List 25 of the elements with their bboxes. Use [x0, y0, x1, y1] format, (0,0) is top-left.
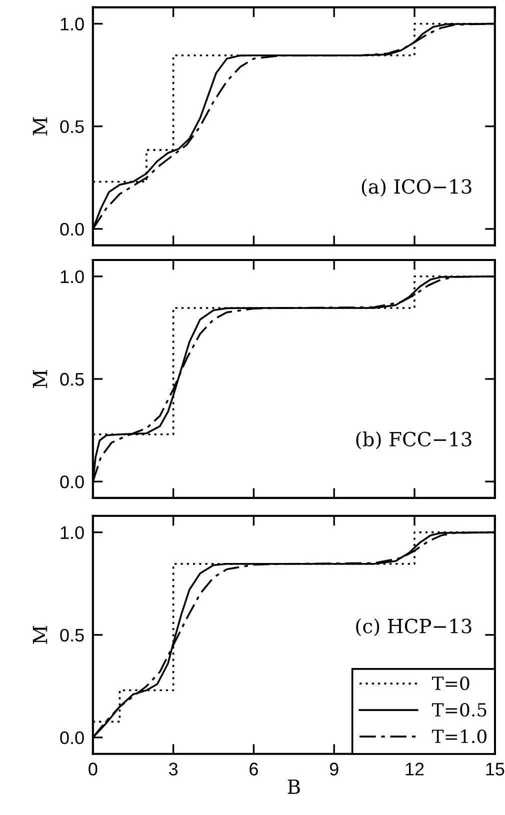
x-tick-label: 12: [406, 762, 424, 776]
y-tick-label: 0.0: [60, 222, 84, 236]
annotation: (c) HCP−13: [356, 618, 472, 636]
x-tick-label: 6: [250, 762, 258, 776]
x-tick-label: 9: [330, 762, 338, 776]
legend-label: T=0.5: [432, 702, 486, 717]
legend-label: T=1.0: [432, 729, 486, 744]
y-axis-title: M: [32, 370, 48, 388]
y-tick-label: 1.0: [60, 270, 84, 284]
x-tick-label: 3: [168, 762, 178, 776]
y-tick-label: 0.5: [60, 120, 84, 134]
y-tick-label: 0.0: [60, 475, 84, 488]
y-tick-label: 1.0: [60, 18, 84, 30]
y-tick-label: 1.0: [60, 526, 84, 540]
annotation: (a) ICO−13: [362, 178, 472, 197]
y-axis-title: M: [32, 626, 48, 644]
y-tick-label: 0.5: [60, 372, 84, 386]
legend-label: T=0: [432, 676, 470, 690]
annotation: (b) FCC−13: [356, 431, 472, 450]
x-tick-label: 15: [486, 762, 504, 776]
x-axis-title: B: [288, 780, 300, 794]
x-tick-label: 0: [88, 762, 98, 776]
y-tick-label: 0.0: [60, 731, 84, 744]
y-axis-title: M: [32, 117, 48, 136]
y-tick-label: 0.5: [60, 628, 84, 642]
